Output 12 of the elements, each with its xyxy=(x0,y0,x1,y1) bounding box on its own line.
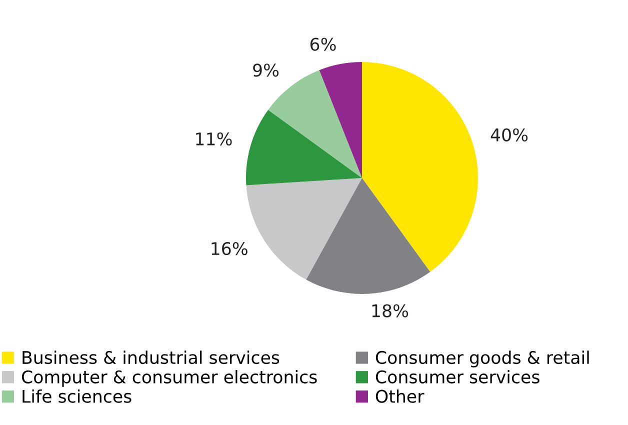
data-label: 9% xyxy=(253,64,279,77)
data-label: 18% xyxy=(372,304,408,318)
legend-label: Life sciences xyxy=(22,389,132,403)
legend-label: Computer & consumer electronics xyxy=(22,370,317,387)
data-label: 40% xyxy=(490,128,528,142)
data-label: 11% xyxy=(196,132,232,146)
data-label: 6% xyxy=(310,38,336,51)
legend-label: Consumer services xyxy=(376,370,540,384)
legend-label: Business & industrial services xyxy=(22,350,280,364)
legend-label: Other xyxy=(376,389,424,403)
data-label: 16% xyxy=(212,242,248,256)
legend-label: Consumer goods & retail xyxy=(376,350,589,368)
